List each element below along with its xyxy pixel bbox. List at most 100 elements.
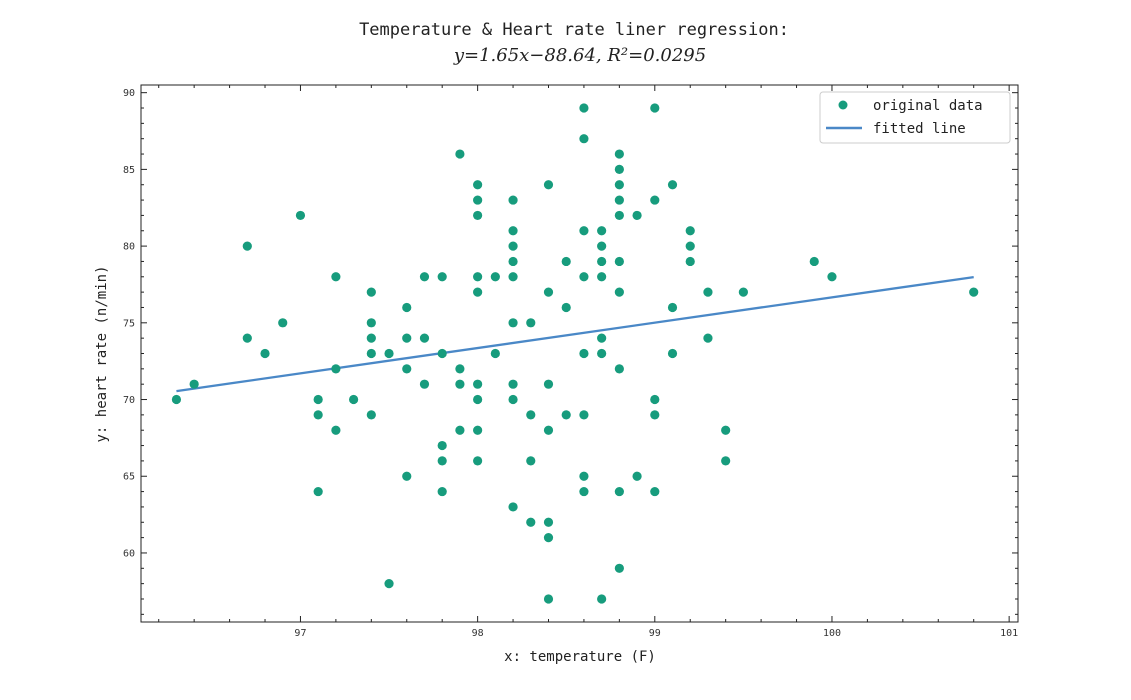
x-axis-label: x: temperature (F) [504,649,656,665]
data-point [614,256,624,267]
x-tick-label: 98 [472,628,484,639]
data-point [809,256,819,267]
data-point [508,394,518,405]
data-point [508,226,518,236]
data-point [614,287,624,297]
data-point [543,594,554,604]
data-point [366,333,376,343]
data-point [614,164,624,174]
scatter-points-layer [171,103,979,604]
data-point [721,456,731,466]
data-point [526,410,536,420]
data-point [331,425,341,435]
chart-subtitle: y=1.65x−88.64, R²=0.0295 [453,45,706,66]
data-point [614,486,624,497]
data-point [650,394,660,405]
data-point [827,272,837,282]
data-point [597,241,607,251]
data-point [685,226,695,236]
data-point [473,180,483,190]
data-point [579,410,589,420]
data-point [685,256,695,267]
data-point [526,456,536,466]
data-point [579,272,589,282]
data-point [384,348,394,359]
data-point [508,502,518,512]
data-point [543,180,554,190]
data-point [455,149,465,159]
data-point [597,594,607,604]
data-point [242,241,252,251]
legend-box [819,91,1011,144]
data-point [366,348,376,359]
data-point [437,440,447,451]
data-point [650,486,660,497]
data-point [508,241,518,251]
y-tick-label: 70 [123,395,135,406]
data-point [366,287,376,297]
x-tick-label: 97 [294,628,306,639]
data-point [402,333,412,343]
data-point [685,241,695,251]
x-tick-label: 99 [649,628,661,639]
data-point [295,210,306,221]
x-tick-label: 101 [1000,628,1018,639]
data-point [632,210,642,221]
y-tick-label: 60 [123,548,135,559]
data-point [508,272,518,282]
fitted-line [176,275,974,393]
data-point [650,103,660,113]
data-point [614,364,624,374]
data-point [402,364,412,374]
data-point [561,302,571,313]
data-point [597,348,607,359]
data-point [455,425,465,435]
data-point [278,318,288,328]
data-point [437,272,447,282]
data-point [455,379,465,389]
data-point [490,272,500,282]
data-point [614,195,624,205]
fitted-line-layer [176,275,974,393]
data-point [437,456,447,466]
data-point [543,425,554,435]
legend-scatter-marker [838,100,848,110]
data-point [650,195,660,205]
data-point [579,486,589,497]
data-point [579,103,589,113]
data-point [473,287,483,297]
data-point [597,272,607,282]
y-tick-label: 65 [123,472,135,483]
data-point [402,302,412,313]
y-axis: 60 65 70 75 80 85 90 [123,88,1018,615]
data-point [721,425,731,435]
data-point [738,287,748,297]
data-point [455,364,465,374]
legend: original data fitted line [819,91,1011,144]
data-point [597,333,607,343]
data-point [579,226,589,236]
legend-item-fitted-line: fitted line [873,121,966,137]
y-tick-label: 90 [123,88,135,99]
data-point [579,134,589,144]
data-point [526,517,536,527]
data-point [614,149,624,159]
data-point [171,394,182,405]
data-point [969,287,979,297]
data-point [419,379,430,389]
data-point [366,318,376,328]
data-point [473,394,483,405]
data-point [703,333,713,343]
data-point [437,348,447,359]
data-point [437,486,447,497]
data-point [632,471,642,481]
data-point [473,379,483,389]
x-tick-label: 100 [823,628,841,639]
data-point [543,379,554,389]
data-point [473,272,483,282]
data-point [561,410,571,420]
data-point [579,348,589,359]
data-point [260,348,270,359]
data-point [508,256,518,267]
